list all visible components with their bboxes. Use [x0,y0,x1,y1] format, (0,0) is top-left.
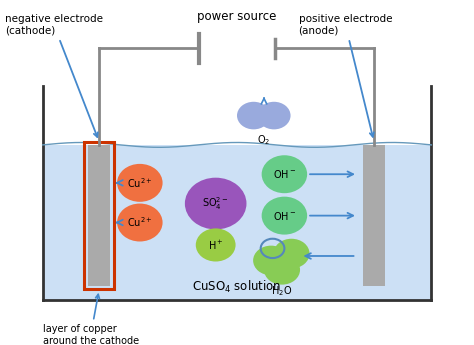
Ellipse shape [273,239,310,268]
Bar [84,142,114,289]
Text: H$^+$: H$^+$ [208,238,223,252]
Text: Cu$^{2+}$: Cu$^{2+}$ [127,176,153,190]
Ellipse shape [117,204,163,241]
Text: O$_2$: O$_2$ [257,133,271,147]
Bar [43,145,431,300]
Ellipse shape [196,228,236,262]
Ellipse shape [257,102,291,129]
Ellipse shape [262,197,307,235]
Ellipse shape [237,102,270,129]
Bar [88,145,110,286]
Text: OH$^-$: OH$^-$ [273,210,296,221]
Text: Cu$^{2+}$: Cu$^{2+}$ [127,216,153,229]
Text: layer of copper
around the cathode: layer of copper around the cathode [43,294,139,345]
Text: power source: power source [197,10,277,23]
Text: negative electrode
(cathode): negative electrode (cathode) [5,14,103,137]
Text: positive electrode
(anode): positive electrode (anode) [299,14,392,137]
Text: CuSO$_4$ solution: CuSO$_4$ solution [192,279,282,295]
Ellipse shape [264,255,300,285]
Text: H$_2$O: H$_2$O [272,285,292,298]
Ellipse shape [117,164,163,202]
Ellipse shape [185,178,246,229]
Ellipse shape [253,246,289,275]
Text: SO$_4^{2-}$: SO$_4^{2-}$ [202,195,229,212]
Bar [363,145,385,286]
Ellipse shape [262,155,307,193]
Text: OH$^-$: OH$^-$ [273,168,296,180]
